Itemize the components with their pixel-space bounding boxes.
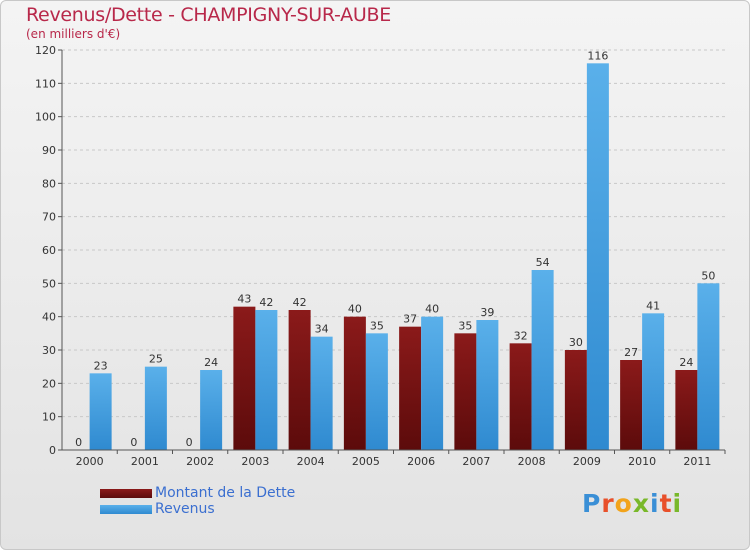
bar-dette <box>454 333 477 450</box>
bar-revenus <box>476 320 499 450</box>
legend-item-dette: Montant de la Dette <box>100 485 295 501</box>
logo-letter: x <box>632 489 650 518</box>
y-tick-label: 120 <box>35 44 56 57</box>
bar-revenus <box>255 310 278 450</box>
x-tick-label: 2001 <box>131 455 159 468</box>
logo-letter: i <box>650 489 660 518</box>
data-label: 24 <box>679 356 693 369</box>
bar-dette <box>399 326 422 450</box>
bar-revenus <box>586 63 609 450</box>
y-tick-label: 30 <box>42 344 56 357</box>
bar-revenus <box>531 270 554 450</box>
x-tick-label: 2011 <box>683 455 711 468</box>
x-tick-label: 2002 <box>186 455 214 468</box>
legend-label-dette: Montant de la Dette <box>155 485 296 501</box>
y-tick-label: 60 <box>42 244 56 257</box>
logo-letter: P <box>582 489 602 518</box>
y-tick-label: 80 <box>42 177 56 190</box>
bar-revenus <box>697 283 720 450</box>
y-tick-label: 110 <box>35 77 56 90</box>
y-tick-label: 70 <box>42 211 56 224</box>
legend-swatch-revenus <box>100 504 152 514</box>
data-label: 32 <box>514 329 528 342</box>
x-tick-label: 2003 <box>241 455 269 468</box>
y-tick-label: 50 <box>42 277 56 290</box>
data-label: 39 <box>480 306 494 319</box>
data-label: 41 <box>646 299 660 312</box>
legend-item-revenus: Revenus <box>100 501 295 517</box>
x-tick-label: 2005 <box>352 455 380 468</box>
data-label: 116 <box>587 49 608 62</box>
x-tick-label: 2007 <box>462 455 490 468</box>
data-label: 0 <box>130 436 137 449</box>
data-label: 24 <box>204 356 218 369</box>
data-label: 35 <box>458 319 472 332</box>
chart-subtitle: (en milliers d'€) <box>26 27 121 41</box>
bar-revenus <box>144 366 167 450</box>
bar-dette <box>509 343 532 450</box>
y-tick-label: 10 <box>42 411 56 424</box>
data-label: 35 <box>370 319 384 332</box>
x-tick-label: 2004 <box>297 455 325 468</box>
bar-dette <box>233 306 256 450</box>
bar-revenus <box>310 336 333 450</box>
y-tick-label: 40 <box>42 311 56 324</box>
data-label: 0 <box>186 436 193 449</box>
bar-dette <box>620 360 643 450</box>
data-label: 37 <box>403 313 417 326</box>
data-label: 34 <box>315 323 329 336</box>
bar-dette <box>288 310 311 450</box>
data-label: 30 <box>569 336 583 349</box>
data-label: 0 <box>75 436 82 449</box>
x-tick-label: 2006 <box>407 455 435 468</box>
proxiti-logo: Proxiti <box>582 489 682 518</box>
logo-letter: r <box>601 489 615 518</box>
bar-revenus <box>200 370 223 450</box>
x-tick-label: 2000 <box>76 455 104 468</box>
logo-letter: t <box>659 489 673 518</box>
legend-swatch-dette <box>100 488 152 498</box>
data-label: 25 <box>149 353 163 366</box>
legend-label-revenus: Revenus <box>155 501 215 517</box>
x-tick-label: 2009 <box>573 455 601 468</box>
data-label: 27 <box>624 346 638 359</box>
y-tick-label: 100 <box>35 111 56 124</box>
bar-revenus <box>365 333 388 450</box>
bar-revenus <box>642 313 665 450</box>
data-label: 42 <box>293 296 307 309</box>
x-tick-label: 2010 <box>628 455 656 468</box>
data-label: 50 <box>701 269 715 282</box>
y-tick-label: 90 <box>42 144 56 157</box>
logo-letter: i <box>672 489 683 518</box>
data-label: 43 <box>237 293 251 306</box>
bar-revenus <box>421 316 444 450</box>
data-label: 42 <box>259 296 273 309</box>
data-label: 40 <box>425 303 439 316</box>
bar-dette <box>343 316 366 450</box>
data-label: 54 <box>536 256 550 269</box>
x-tick-label: 2008 <box>518 455 546 468</box>
bar-dette <box>564 350 587 450</box>
y-tick-label: 20 <box>42 377 56 390</box>
chart-title: Revenus/Dette - CHAMPIGNY-SUR-AUBE <box>26 4 391 26</box>
bar-dette <box>675 370 698 450</box>
bar-revenus <box>89 373 112 450</box>
logo-letter: o <box>614 489 633 518</box>
data-label: 40 <box>348 303 362 316</box>
data-label: 23 <box>94 359 108 372</box>
y-tick-label: 0 <box>49 444 56 457</box>
chart-legend: Montant de la Dette Revenus <box>100 485 295 517</box>
